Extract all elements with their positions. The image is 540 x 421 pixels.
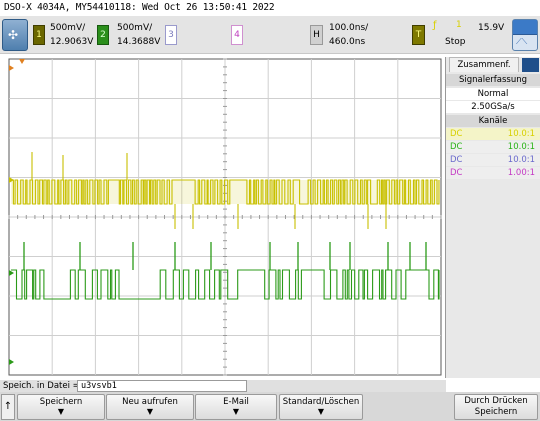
trigger-edge-icon: ƒ bbox=[433, 20, 437, 31]
trigger-level-marker bbox=[9, 65, 14, 71]
channel-coupling: DC bbox=[450, 168, 463, 178]
press-to-save-button[interactable]: Durch Drücken Speichern bbox=[454, 394, 538, 420]
trigger-indicator[interactable]: T bbox=[412, 25, 425, 45]
channel-probe-ratio: 10.0:1 bbox=[507, 155, 535, 165]
channel-coupling: DC bbox=[450, 129, 463, 139]
email-button[interactable]: E-Mail ▼ bbox=[195, 394, 277, 420]
channel-2-marker bbox=[9, 359, 14, 365]
title-bar: DSO-X 4034A, MY54410118: Wed Oct 26 13:5… bbox=[0, 0, 540, 16]
tab-summary[interactable]: Zusammenf. bbox=[449, 57, 519, 72]
side-panel: Zusammenf. Signalerfassung Normal 2.50GS… bbox=[446, 57, 540, 378]
channel-probe-ratio: 10.0:1 bbox=[507, 142, 535, 152]
channel-row-3: DC 10.0:1 bbox=[446, 154, 540, 166]
waveform-display[interactable] bbox=[0, 57, 446, 378]
save-label: Speichern bbox=[39, 397, 83, 407]
press-to-save-line2: Speichern bbox=[474, 407, 518, 417]
channel-row-1: DC 10.0:1 bbox=[446, 128, 540, 140]
settings-bar: ✣ 1 500mV/ 12.9063V 2 500mV/ 14.3688V 3 … bbox=[0, 16, 540, 54]
channel-2-waveform bbox=[11, 269, 440, 300]
channel-1-indicator[interactable]: 1 bbox=[33, 25, 45, 45]
acquisition-mode: Normal bbox=[446, 88, 540, 100]
acquire-menu-icon[interactable]: ✣ bbox=[2, 19, 28, 51]
channel-1-scale: 500mV/ bbox=[50, 23, 86, 33]
channel-1-waveform bbox=[11, 179, 440, 205]
channel-coupling: DC bbox=[450, 142, 463, 152]
save-button[interactable]: Speichern ▼ bbox=[17, 394, 105, 420]
channel-3-indicator[interactable]: 3 bbox=[165, 25, 177, 45]
recall-button[interactable]: Neu aufrufen ▼ bbox=[106, 394, 194, 420]
trigger-level: 15.9V bbox=[478, 23, 505, 33]
channel-1-offset: 12.9063V bbox=[50, 37, 94, 47]
display-menu-icon[interactable]: ⟋⟍ bbox=[512, 19, 538, 51]
trigger-source-icon: 1 bbox=[456, 20, 462, 30]
default-clear-button[interactable]: Standard/Löschen ▼ bbox=[279, 394, 363, 420]
press-to-save-line1: Durch Drücken bbox=[464, 396, 528, 406]
channel-probe-ratio: 10.0:1 bbox=[507, 129, 535, 139]
sample-rate: 2.50GSa/s bbox=[446, 101, 540, 113]
channel-row-2: DC 10.0:1 bbox=[446, 141, 540, 153]
acquisition-header: Signalerfassung bbox=[446, 74, 540, 86]
channel-coupling: DC bbox=[450, 155, 463, 165]
channel-2-scale: 500mV/ bbox=[117, 23, 153, 33]
waveform-graticule bbox=[8, 58, 442, 376]
email-label: E-Mail bbox=[223, 397, 249, 407]
channel-probe-ratio: 1.00:1 bbox=[507, 168, 535, 178]
rotary-arrow-icon: ▼ bbox=[146, 407, 154, 416]
run-status: Stop bbox=[445, 37, 466, 47]
instrument-title: DSO-X 4034A, MY54410118: Wed Oct 26 13:5… bbox=[4, 2, 275, 13]
softkey-bar: ↑ Speichern ▼ Neu aufrufen ▼ E-Mail ▼ St… bbox=[0, 392, 540, 421]
back-button[interactable]: ↑ bbox=[1, 394, 15, 420]
rotary-arrow-icon: ▼ bbox=[317, 407, 325, 416]
horizontal-indicator[interactable]: H bbox=[310, 25, 323, 45]
panel-icon[interactable] bbox=[522, 58, 539, 72]
time-position-value: 460.0ns bbox=[329, 37, 366, 47]
channel-2-indicator[interactable]: 2 bbox=[97, 25, 109, 45]
recall-label: Neu aufrufen bbox=[122, 397, 178, 407]
trigger-position-marker bbox=[19, 59, 25, 64]
channel-row-4: DC 1.00:1 bbox=[446, 167, 540, 179]
timebase-value: 100.0ns/ bbox=[329, 23, 369, 33]
channel-4-indicator[interactable]: 4 bbox=[231, 25, 243, 45]
rotary-arrow-icon: ▼ bbox=[232, 407, 240, 416]
channel-2-offset: 14.3688V bbox=[117, 37, 161, 47]
file-bar: Speich. in Datei = u3vsvb1 bbox=[0, 380, 446, 392]
rotary-arrow-icon: ▼ bbox=[57, 407, 65, 416]
channel-2-ground-marker bbox=[9, 270, 14, 276]
filename-input[interactable]: u3vsvb1 bbox=[77, 380, 247, 392]
file-label: Speich. in Datei = bbox=[3, 381, 80, 391]
channels-header: Kanäle bbox=[446, 115, 540, 127]
default-clear-label: Standard/Löschen bbox=[282, 397, 360, 407]
